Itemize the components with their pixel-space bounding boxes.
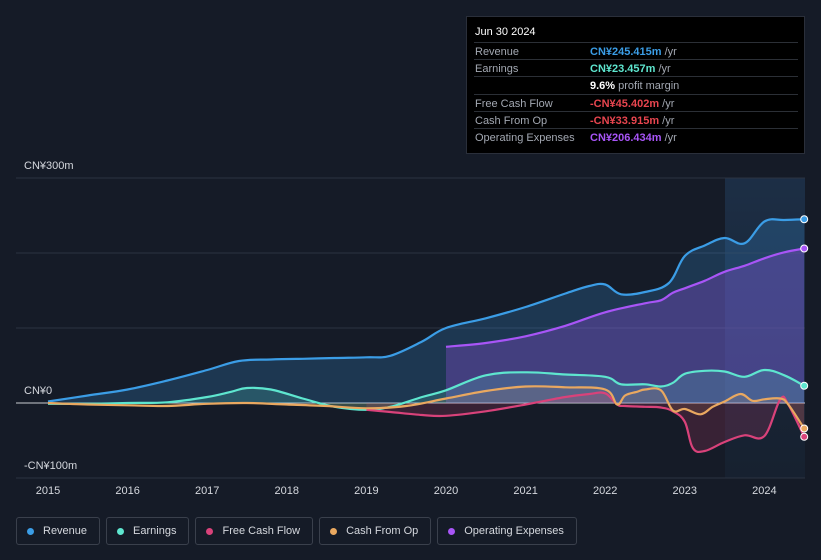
- y-axis-bottom-label: -CN¥100m: [24, 460, 78, 472]
- tooltip-value-unit: /yr: [661, 132, 677, 144]
- legend-item-earnings[interactable]: Earnings: [106, 517, 190, 545]
- x-tick-label: 2024: [752, 485, 777, 497]
- earnings-line: [47, 368, 805, 411]
- operating-expenses-line: [445, 247, 805, 348]
- operating-expenses-endpoint[interactable]: [800, 244, 809, 253]
- legend: Revenue Earnings Free Cash Flow Cash From O…: [16, 517, 577, 545]
- tooltip-value-number: -CN¥33.915m: [590, 114, 660, 127]
- tooltip-value-number: CN¥23.457m: [590, 63, 656, 76]
- x-tick-label: 2020: [433, 485, 459, 497]
- cash-from-op-line: [47, 385, 806, 430]
- tooltip-row-value: CN¥245.415m /yr: [590, 46, 677, 58]
- tooltip-row-label: Earnings: [475, 63, 519, 76]
- x-tick-label: 2017: [194, 485, 220, 497]
- legend-dot-icon: [206, 527, 214, 535]
- legend-dot-icon: [27, 527, 34, 535]
- legend-item-free-cash-flow[interactable]: Free Cash Flow: [195, 517, 314, 545]
- tooltip-value-unit: /yr: [655, 63, 671, 76]
- tooltip-value-number: CN¥206.434m: [590, 132, 662, 144]
- tooltip-row-label: Revenue: [475, 46, 520, 58]
- tooltip-row-value: 9.6% profit margin: [590, 80, 679, 92]
- tooltip-row-label: Cash From Op: [475, 114, 548, 127]
- legend-label: Operating Expenses: [464, 525, 564, 537]
- tooltip-value-number: 9.6%: [590, 80, 616, 93]
- tooltip-row-value: -CN¥33.915m /yr: [590, 115, 674, 127]
- free-cash-flow-area: [366, 392, 805, 452]
- tooltip-row: Free Cash Flow -CN¥45.402m /yr: [474, 93, 798, 112]
- legend-label: Revenue: [43, 525, 88, 537]
- revenue-line: [47, 218, 805, 403]
- tooltip-row-label: Operating Expenses: [475, 132, 575, 144]
- x-tick-label: 2023: [672, 485, 698, 497]
- tooltip-value-unit: /yr: [659, 97, 675, 110]
- tooltip-row: 9.6% profit margin: [474, 76, 798, 94]
- tooltip-row: Revenue CN¥245.415m /yr: [474, 42, 798, 60]
- tooltip-row: Operating Expenses CN¥206.434m /yr: [474, 128, 798, 146]
- operating-expenses-area: [446, 248, 805, 403]
- legend-dot-icon: [117, 527, 125, 535]
- x-tick-label: 2016: [115, 485, 140, 497]
- x-tick-label: 2019: [354, 485, 379, 497]
- tooltip-row-label: Free Cash Flow: [475, 97, 553, 110]
- tooltip-value-unit: /yr: [659, 114, 675, 127]
- revenue-area: [48, 219, 805, 403]
- legend-item-operating-expenses[interactable]: Operating Expenses: [437, 517, 577, 545]
- free-cash-flow-line: [366, 391, 806, 454]
- tooltip-row-value: -CN¥45.402m /yr: [590, 98, 674, 110]
- revenue-endpoint[interactable]: [800, 215, 809, 224]
- x-tick-label: 2018: [274, 485, 300, 497]
- tooltip-row: Earnings CN¥23.457m /yr: [474, 59, 798, 77]
- cash-from-op-endpoint[interactable]: [800, 424, 809, 433]
- tooltip-panel: Jun 30 2024 Revenue CN¥245.415m /yr Earnin…: [466, 16, 805, 154]
- legend-item-revenue[interactable]: Revenue: [16, 517, 101, 545]
- tooltip-date: Jun 30 2024: [475, 26, 536, 38]
- tooltip-row: Cash From Op -CN¥33.915m /yr: [474, 110, 798, 129]
- legend-label: Cash From Op: [346, 525, 419, 537]
- x-tick-label: 2021: [513, 485, 538, 497]
- tooltip-row-value: CN¥23.457m /yr: [590, 63, 671, 75]
- tooltip-value-unit: profit margin: [615, 80, 680, 93]
- legend-label: Free Cash Flow: [222, 525, 301, 537]
- y-axis-top-label: CN¥300m: [24, 160, 74, 172]
- x-tick-label: 2022: [592, 485, 618, 497]
- earnings-endpoint[interactable]: [800, 381, 809, 390]
- legend-item-cash-from-op[interactable]: Cash From Op: [319, 517, 432, 545]
- tooltip-value-number: CN¥245.415m: [590, 46, 662, 58]
- tooltip-value-number: -CN¥45.402m: [590, 97, 660, 110]
- tooltip-value-unit: /yr: [661, 46, 677, 58]
- legend-label: Earnings: [133, 525, 177, 537]
- x-tick-label: 2015: [35, 485, 61, 497]
- legend-dot-icon: [448, 527, 456, 535]
- free-cash-flow-endpoint[interactable]: [800, 432, 809, 441]
- legend-dot-icon: [330, 527, 338, 535]
- tooltip-row-value: CN¥206.434m /yr: [590, 132, 677, 144]
- y-axis-zero-label: CN¥0: [24, 385, 53, 397]
